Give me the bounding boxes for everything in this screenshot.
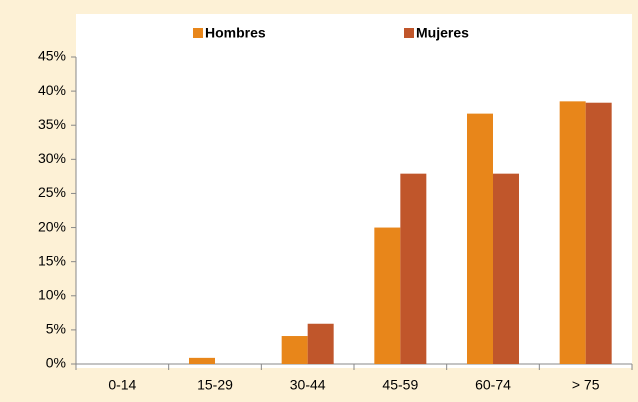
x-tick-label: 30-44 [290,377,326,393]
x-tick-label: 45-59 [382,377,418,393]
bar [585,102,612,364]
y-tick-label: 40% [38,82,66,98]
y-tick-label: 10% [38,286,66,302]
bar [493,173,519,364]
x-tick-label: 0-14 [108,377,136,393]
bar [281,336,308,364]
y-tick-label: 35% [38,116,66,132]
bar [559,101,586,364]
y-tick-label: 0% [46,355,66,371]
bar [189,357,215,364]
legend-swatch [193,28,203,38]
x-tick-label: 15-29 [197,377,233,393]
y-tick-label: 5% [46,321,66,337]
y-tick-label: 45% [38,48,66,64]
legend-swatch [404,28,414,38]
legend-label: Mujeres [416,25,469,41]
bar [307,323,334,364]
x-tick-label: > 75 [572,377,600,393]
legend-label: Hombres [205,25,266,41]
bar [374,227,401,364]
bar [400,173,427,364]
y-tick-label: 20% [38,218,66,234]
x-tick-label: 60-74 [475,377,511,393]
y-tick-label: 15% [38,252,66,268]
y-tick-label: 25% [38,184,66,200]
bar [467,113,493,364]
plot-area [76,14,632,368]
y-tick-label: 30% [38,150,66,166]
